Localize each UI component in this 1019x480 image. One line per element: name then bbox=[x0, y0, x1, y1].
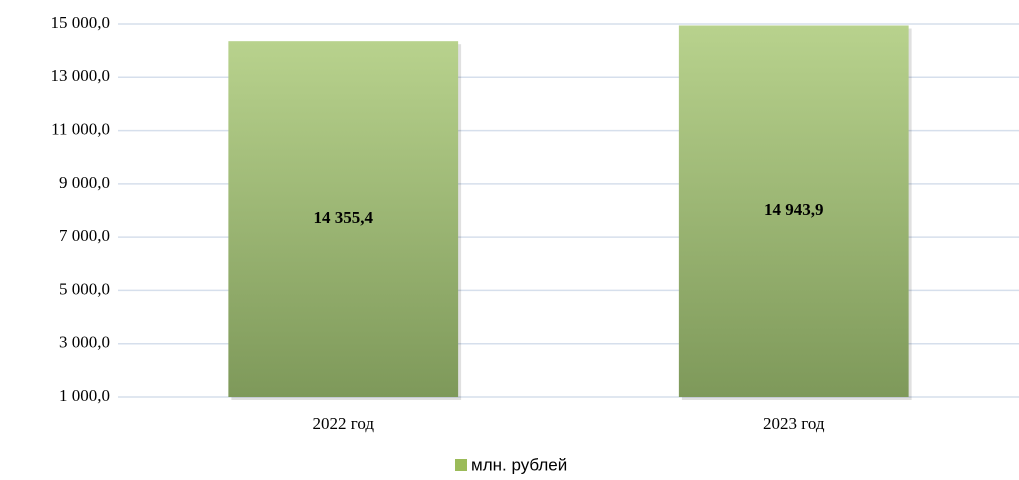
data-label: 14 943,9 bbox=[764, 200, 824, 219]
y-tick-label: 7 000,0 bbox=[59, 226, 110, 245]
legend-label: млн. рублей bbox=[471, 455, 567, 474]
x-tick-label: 2022 год bbox=[313, 414, 375, 433]
y-tick-label: 15 000,0 bbox=[51, 13, 111, 32]
bar bbox=[678, 25, 909, 398]
legend-swatch bbox=[455, 459, 467, 471]
y-tick-label: 11 000,0 bbox=[51, 119, 110, 138]
bar bbox=[228, 41, 459, 398]
y-tick-label: 3 000,0 bbox=[59, 333, 110, 352]
x-tick-label: 2023 год bbox=[763, 414, 825, 433]
y-tick-label: 9 000,0 bbox=[59, 173, 110, 192]
y-tick-label: 13 000,0 bbox=[51, 66, 111, 85]
y-tick-label: 1 000,0 bbox=[59, 386, 110, 405]
data-label: 14 355,4 bbox=[314, 208, 374, 227]
y-tick-label: 5 000,0 bbox=[59, 279, 110, 298]
